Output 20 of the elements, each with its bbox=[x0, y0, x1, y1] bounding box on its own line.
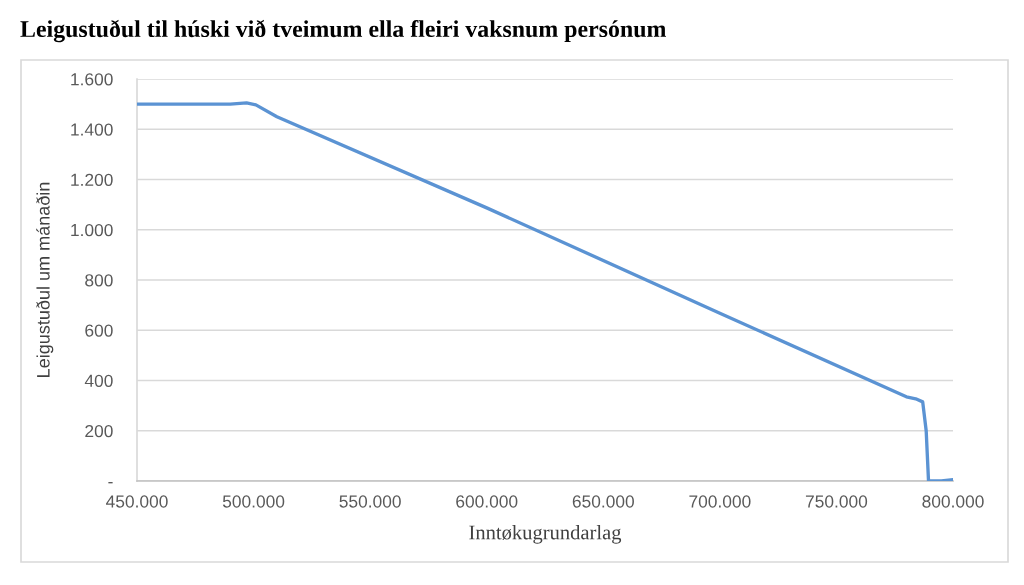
x-axis-title: Inntøkugrundarlag bbox=[469, 524, 622, 544]
y-tick-label: 600 bbox=[85, 324, 113, 337]
y-tick-label: 200 bbox=[85, 424, 113, 438]
x-tick-label: 550.000 bbox=[339, 495, 401, 508]
y-tick-label: 1.200 bbox=[71, 173, 113, 186]
y-axis-title: Leigustuðul um mánaðin bbox=[36, 182, 54, 377]
chart-title: Leigustuðul til húski við tveimum ella fleiri vaksnum persónum bbox=[20, 19, 666, 43]
x-tick-label: 500.000 bbox=[222, 495, 285, 508]
x-tick-label: 450.000 bbox=[106, 495, 168, 508]
y-tick-label: 1.400 bbox=[71, 123, 113, 136]
y-tick-label: 400 bbox=[84, 374, 113, 387]
y-tick-label: 1.000 bbox=[71, 223, 113, 237]
y-tick-label: - bbox=[108, 482, 113, 484]
x-tick-label: 800.000 bbox=[922, 495, 984, 508]
y-tick-label: 1.600 bbox=[71, 73, 113, 86]
x-tick-label: 650.000 bbox=[572, 495, 634, 508]
x-tick-label: 750.000 bbox=[805, 495, 868, 508]
y-tick-label: 800 bbox=[85, 274, 113, 287]
x-tick-label: 700.000 bbox=[689, 495, 751, 508]
x-tick-label: 600.000 bbox=[456, 495, 518, 508]
